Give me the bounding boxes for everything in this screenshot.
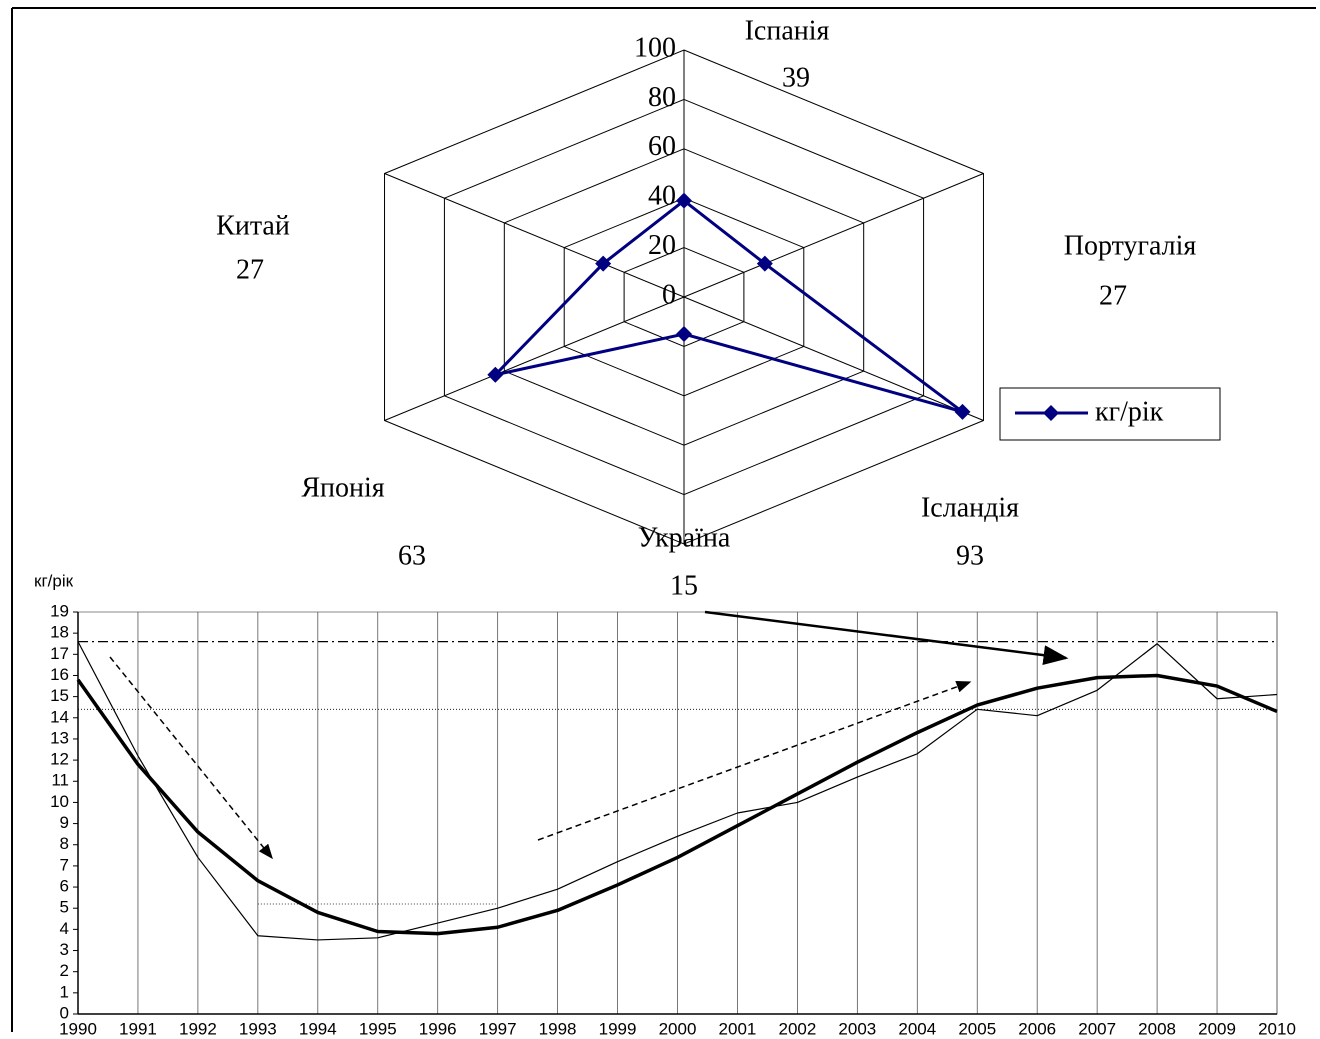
arrow — [704, 610, 1069, 666]
x-tick-label: 1998 — [539, 1019, 577, 1038]
y-tick-label: 16 — [50, 665, 69, 684]
data-label: 39 — [782, 62, 810, 93]
y-tick-label: 6 — [60, 877, 69, 896]
y-tick-label: 19 — [50, 601, 69, 620]
x-tick-label: 2007 — [1078, 1019, 1116, 1038]
spoke — [683, 173, 984, 298]
y-tick-label: 9 — [60, 813, 69, 832]
category-label: Китай — [216, 210, 290, 241]
marker — [676, 326, 692, 343]
y-axis-title: кг/рік — [34, 571, 74, 590]
x-tick-label: 1992 — [179, 1019, 217, 1038]
category-label: Ісландія — [921, 492, 1019, 523]
y-tick-label: 7 — [60, 855, 69, 874]
series-line — [76, 673, 1278, 936]
series-line — [77, 641, 1278, 941]
x-tick-label: 2000 — [659, 1019, 697, 1038]
r-tick-label: 0 — [662, 279, 676, 310]
data-label: 15 — [670, 570, 698, 601]
spoke — [384, 296, 685, 421]
x-tick-label: 1999 — [599, 1019, 637, 1038]
category-label: Японія — [301, 472, 384, 503]
arrow — [537, 681, 972, 841]
marker — [756, 255, 773, 272]
spoke — [683, 296, 984, 421]
marker — [676, 192, 692, 209]
r-tick-label: 40 — [648, 181, 676, 212]
y-tick-label: 10 — [50, 792, 69, 811]
x-tick-label: 1991 — [119, 1019, 157, 1038]
x-tick-label: 1995 — [359, 1019, 397, 1038]
data-label: 27 — [236, 254, 264, 285]
r-tick-label: 20 — [648, 230, 676, 261]
x-tick-label: 2008 — [1138, 1019, 1176, 1038]
y-tick-label: 2 — [60, 961, 69, 980]
line-chart: кг/рік0123456789101112131415161718191990… — [34, 571, 1296, 1038]
y-tick-label: 5 — [60, 898, 69, 917]
arrow — [109, 656, 273, 860]
y-tick-label: 11 — [51, 771, 69, 790]
x-tick-label: 1993 — [239, 1019, 277, 1038]
marker — [487, 366, 504, 383]
y-tick-label: 0 — [60, 1003, 69, 1022]
x-tick-label: 1996 — [419, 1019, 457, 1038]
y-tick-label: 3 — [60, 940, 69, 959]
y-tick-label: 1 — [60, 982, 69, 1001]
marker — [595, 255, 612, 272]
r-tick-label: 80 — [648, 82, 676, 113]
category-label: Іспанія — [745, 15, 830, 46]
y-tick-label: 17 — [50, 644, 69, 663]
x-tick-label: 2004 — [898, 1019, 936, 1038]
category-label: Україна — [638, 522, 731, 553]
series-line — [490, 198, 964, 414]
radar-chart: 0 20 40 60 80 100 Іспанія Португалія Ісландія Укр… — [216, 15, 1221, 601]
y-tick-label: 8 — [60, 834, 69, 853]
y-tick-label: 14 — [50, 707, 69, 726]
data-label: 27 — [1099, 280, 1127, 311]
x-tick-label: 2001 — [719, 1019, 757, 1038]
data-label: 63 — [398, 540, 426, 571]
x-tick-label: 2010 — [1258, 1019, 1296, 1038]
y-tick-label: 4 — [60, 919, 69, 938]
x-tick-label: 2005 — [958, 1019, 996, 1038]
y-tick-label: 12 — [50, 750, 69, 769]
x-tick-label: 2002 — [778, 1019, 816, 1038]
arrows — [109, 610, 1069, 860]
x-tick-label: 1997 — [479, 1019, 517, 1038]
r-tick-label: 60 — [648, 131, 676, 162]
data-label: 93 — [956, 540, 984, 571]
legend-label: кг/рік — [1095, 396, 1164, 427]
x-tick-label: 1990 — [59, 1019, 97, 1038]
legend-marker — [1043, 405, 1059, 421]
y-tick-label: 15 — [50, 686, 69, 705]
x-tick-label: 2003 — [838, 1019, 876, 1038]
marker — [954, 403, 971, 420]
spoke — [384, 173, 685, 298]
x-tick-label: 2006 — [1018, 1019, 1056, 1038]
category-label: Португалія — [1064, 230, 1197, 261]
r-tick-label: 100 — [634, 32, 676, 63]
y-tick-label: 13 — [50, 728, 69, 747]
y-tick-label: 18 — [50, 623, 69, 642]
x-tick-label: 2009 — [1198, 1019, 1236, 1038]
x-tick-label: 1994 — [299, 1019, 337, 1038]
